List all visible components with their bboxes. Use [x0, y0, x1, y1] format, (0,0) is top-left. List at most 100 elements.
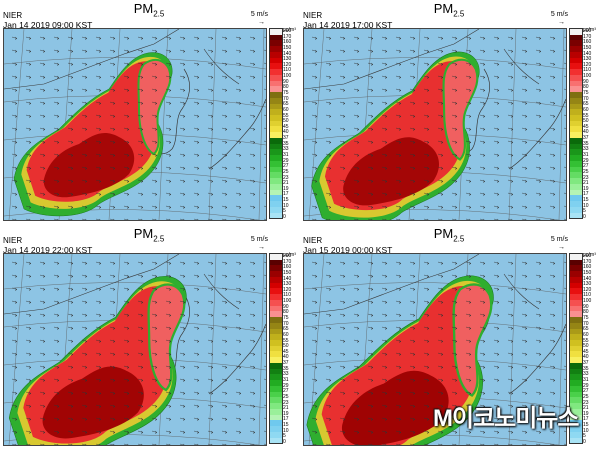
colorbar-tick-label: 100 [583, 298, 592, 305]
wind-vector [235, 192, 242, 196]
wind-vector [109, 430, 116, 434]
colorbar-tick-label: 23 [583, 399, 589, 406]
wind-vector [123, 352, 130, 356]
colorbar-segment [270, 115, 282, 121]
wind-vector [549, 313, 556, 317]
colorbar-tick-label: 140 [583, 275, 592, 282]
wind-vector [493, 365, 500, 369]
wind-vector [151, 140, 158, 144]
colorbar-tick-label: 10 [283, 427, 289, 434]
wind-vector [409, 127, 416, 131]
wind-vector [521, 153, 528, 157]
wind-vector [207, 430, 214, 434]
wind-vector [165, 88, 172, 92]
wind-vector [521, 287, 528, 291]
wind-vector [53, 443, 59, 445]
wind-vector [339, 313, 346, 317]
wind-vector [39, 114, 46, 118]
colorbar-segment [270, 276, 282, 283]
wind-vector [325, 300, 332, 304]
wind-vector [53, 140, 60, 144]
wind-vector [207, 140, 214, 144]
wind-vector [507, 62, 514, 66]
colorbar-segment [570, 166, 582, 173]
wind-vector [263, 36, 266, 38]
wind-vector [249, 326, 256, 330]
wind-vector [465, 365, 472, 369]
wind-vector [451, 62, 458, 66]
wind-vector [465, 326, 472, 330]
wind-vector [151, 153, 158, 157]
wind-vector [53, 36, 60, 40]
wind-vector [249, 192, 256, 196]
wind-vector [123, 274, 130, 278]
wind-vector [81, 339, 88, 343]
wind-vector [521, 404, 528, 408]
wind-vector [193, 114, 200, 118]
colorbar-tick-label: 25 [283, 393, 289, 400]
wind-vector [325, 49, 332, 53]
wind-vector [353, 153, 360, 157]
coastline [203, 48, 240, 85]
wind-vector [465, 49, 472, 53]
wind-vector [25, 218, 31, 220]
wind-vector [235, 274, 242, 278]
wind-vector [451, 101, 458, 105]
wind-vector [549, 261, 556, 265]
wind-vector [507, 205, 514, 209]
wind-vector [437, 274, 444, 278]
plume-northeast-branch [452, 283, 493, 397]
longitude-line [508, 29, 517, 220]
wind-vector [521, 326, 528, 330]
wind-vector [39, 192, 46, 196]
colorbar-segment [570, 40, 582, 47]
wind-vector [479, 287, 486, 291]
wind-vector [193, 205, 200, 209]
wind-vector [423, 166, 430, 170]
wind-vector [95, 205, 102, 209]
wind-vector [339, 365, 346, 369]
wind-vector [81, 313, 88, 317]
wind-vector [263, 88, 266, 90]
wind-vector [11, 300, 18, 304]
wind-vector [137, 88, 144, 92]
wind-vector [507, 352, 514, 356]
wind-vector [381, 443, 387, 445]
wind-vector [95, 326, 102, 330]
wind-vector [67, 352, 74, 356]
wind-vector [235, 62, 242, 66]
colorbar-segment [270, 317, 282, 323]
wind-vector [179, 365, 186, 369]
wind-vector [381, 101, 388, 105]
wind-vector [249, 166, 256, 170]
wind-vector [249, 179, 256, 183]
wind-vector [25, 391, 32, 395]
colorbar-segment [270, 92, 282, 98]
wind-vector [437, 192, 444, 196]
wind-vector [67, 88, 74, 92]
wind-vector [549, 101, 556, 105]
wind-vector [395, 166, 402, 170]
wind-vector [311, 179, 318, 183]
wind-vector [353, 365, 360, 369]
wind-vector [123, 153, 130, 157]
wind-vector [81, 114, 88, 118]
wind-vector [39, 179, 46, 183]
wind-vector [549, 140, 556, 144]
wind-vector [507, 274, 514, 278]
wind-vector [535, 404, 542, 408]
wind-vector [67, 430, 74, 434]
wind-vector [137, 140, 144, 144]
wind-vector [249, 36, 256, 40]
wind-vector [11, 430, 18, 434]
wind-vector [479, 417, 486, 421]
wind-vector [325, 287, 332, 291]
wind-vector [409, 274, 416, 278]
colorbar-tick-label: 40 [583, 354, 589, 361]
wind-vector [395, 192, 402, 196]
wind-vector [339, 287, 346, 291]
colorbar-tick-label: 60 [283, 331, 289, 338]
colorbar-tick-label: 65 [583, 101, 589, 108]
wind-vector [507, 300, 514, 304]
wind-vector [563, 378, 566, 380]
